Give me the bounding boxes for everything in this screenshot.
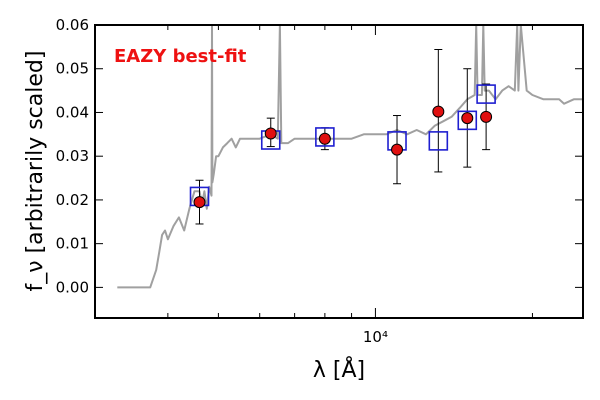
observed-photometry-layer (193, 105, 493, 209)
observed-point (461, 112, 474, 125)
y-tick-label: 0.05 (56, 60, 89, 78)
model-photometry-square (476, 84, 496, 104)
observed-point (480, 110, 493, 123)
y-tick-label: 0.04 (56, 103, 89, 121)
observed-point (264, 127, 277, 140)
x-tick-labels: 10⁴ (363, 328, 388, 346)
y-axis-label: f_ν [arbitrarily scaled] (23, 51, 48, 292)
model-photometry-square (315, 127, 335, 147)
x-axis-label: λ [Å] (313, 356, 365, 383)
model-photometry-square (457, 110, 478, 131)
y-tick-labels: 0.00 0.01 0.02 0.03 0.04 0.05 0.06 (56, 16, 89, 296)
observed-point (318, 132, 331, 145)
y-tick-label: 0.06 (56, 16, 89, 34)
model-spectrum-layer (117, 24, 583, 289)
y-tick-label: 0.03 (56, 147, 89, 165)
model-spectrum-line (117, 24, 583, 289)
model-photometry-square (428, 131, 449, 151)
y-tick-label: 0.01 (56, 235, 89, 253)
x-tick-label: 10⁴ (363, 328, 388, 346)
observed-point (432, 105, 445, 118)
observed-point (193, 196, 206, 209)
plot-frame (94, 24, 584, 319)
model-photometry-layer (189, 84, 496, 207)
chart-annotation: EAZY best-fit (114, 46, 247, 67)
observed-point (391, 143, 404, 156)
y-tick-label: 0.02 (56, 191, 89, 209)
y-tick-label: 0.00 (56, 278, 89, 296)
